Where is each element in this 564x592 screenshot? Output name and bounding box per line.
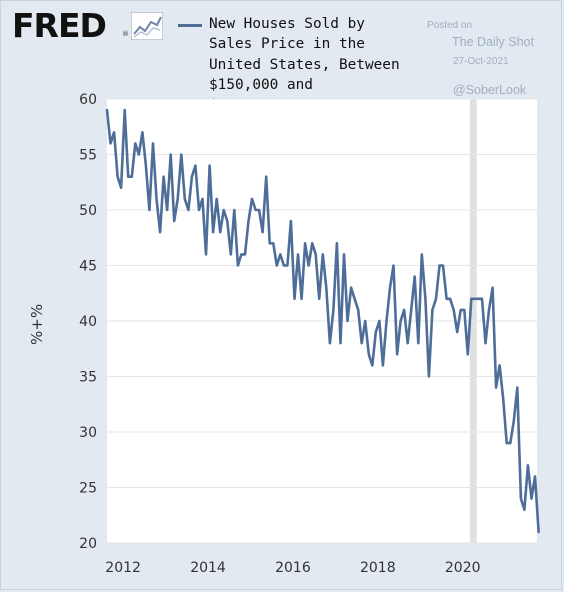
y-tick-label: 60 (79, 92, 97, 108)
fred-logo[interactable]: FRED (12, 6, 107, 45)
y-tick-label: 35 (79, 370, 97, 386)
y-tick-label: 50 (79, 203, 97, 219)
x-tick-label: 2018 (360, 560, 396, 576)
line-chart-icon[interactable] (131, 12, 163, 40)
y-tick-label: 30 (79, 425, 97, 441)
watermark-posted: Posted on (427, 20, 473, 31)
series-line (105, 108, 540, 534)
x-tick-label: 2020 (445, 560, 481, 576)
x-tick-label: 2012 (105, 560, 141, 576)
y-tick-label: 55 (79, 148, 97, 164)
watermark-date: 27-Oct-2021 (453, 56, 509, 67)
x-tick-label: 2014 (190, 560, 226, 576)
y-tick-label: 45 (79, 259, 97, 275)
x-tick-label: 2016 (275, 560, 311, 576)
watermark-source: The Daily Shot (452, 35, 534, 49)
y-tick-label: 20 (79, 536, 97, 552)
y-tick-label: 25 (79, 481, 97, 497)
logo-registered-mark: ® (122, 30, 129, 38)
legend-swatch (178, 24, 202, 27)
y-tick-label: 40 (79, 314, 97, 330)
watermark-handle: @SoberLook (453, 83, 527, 97)
